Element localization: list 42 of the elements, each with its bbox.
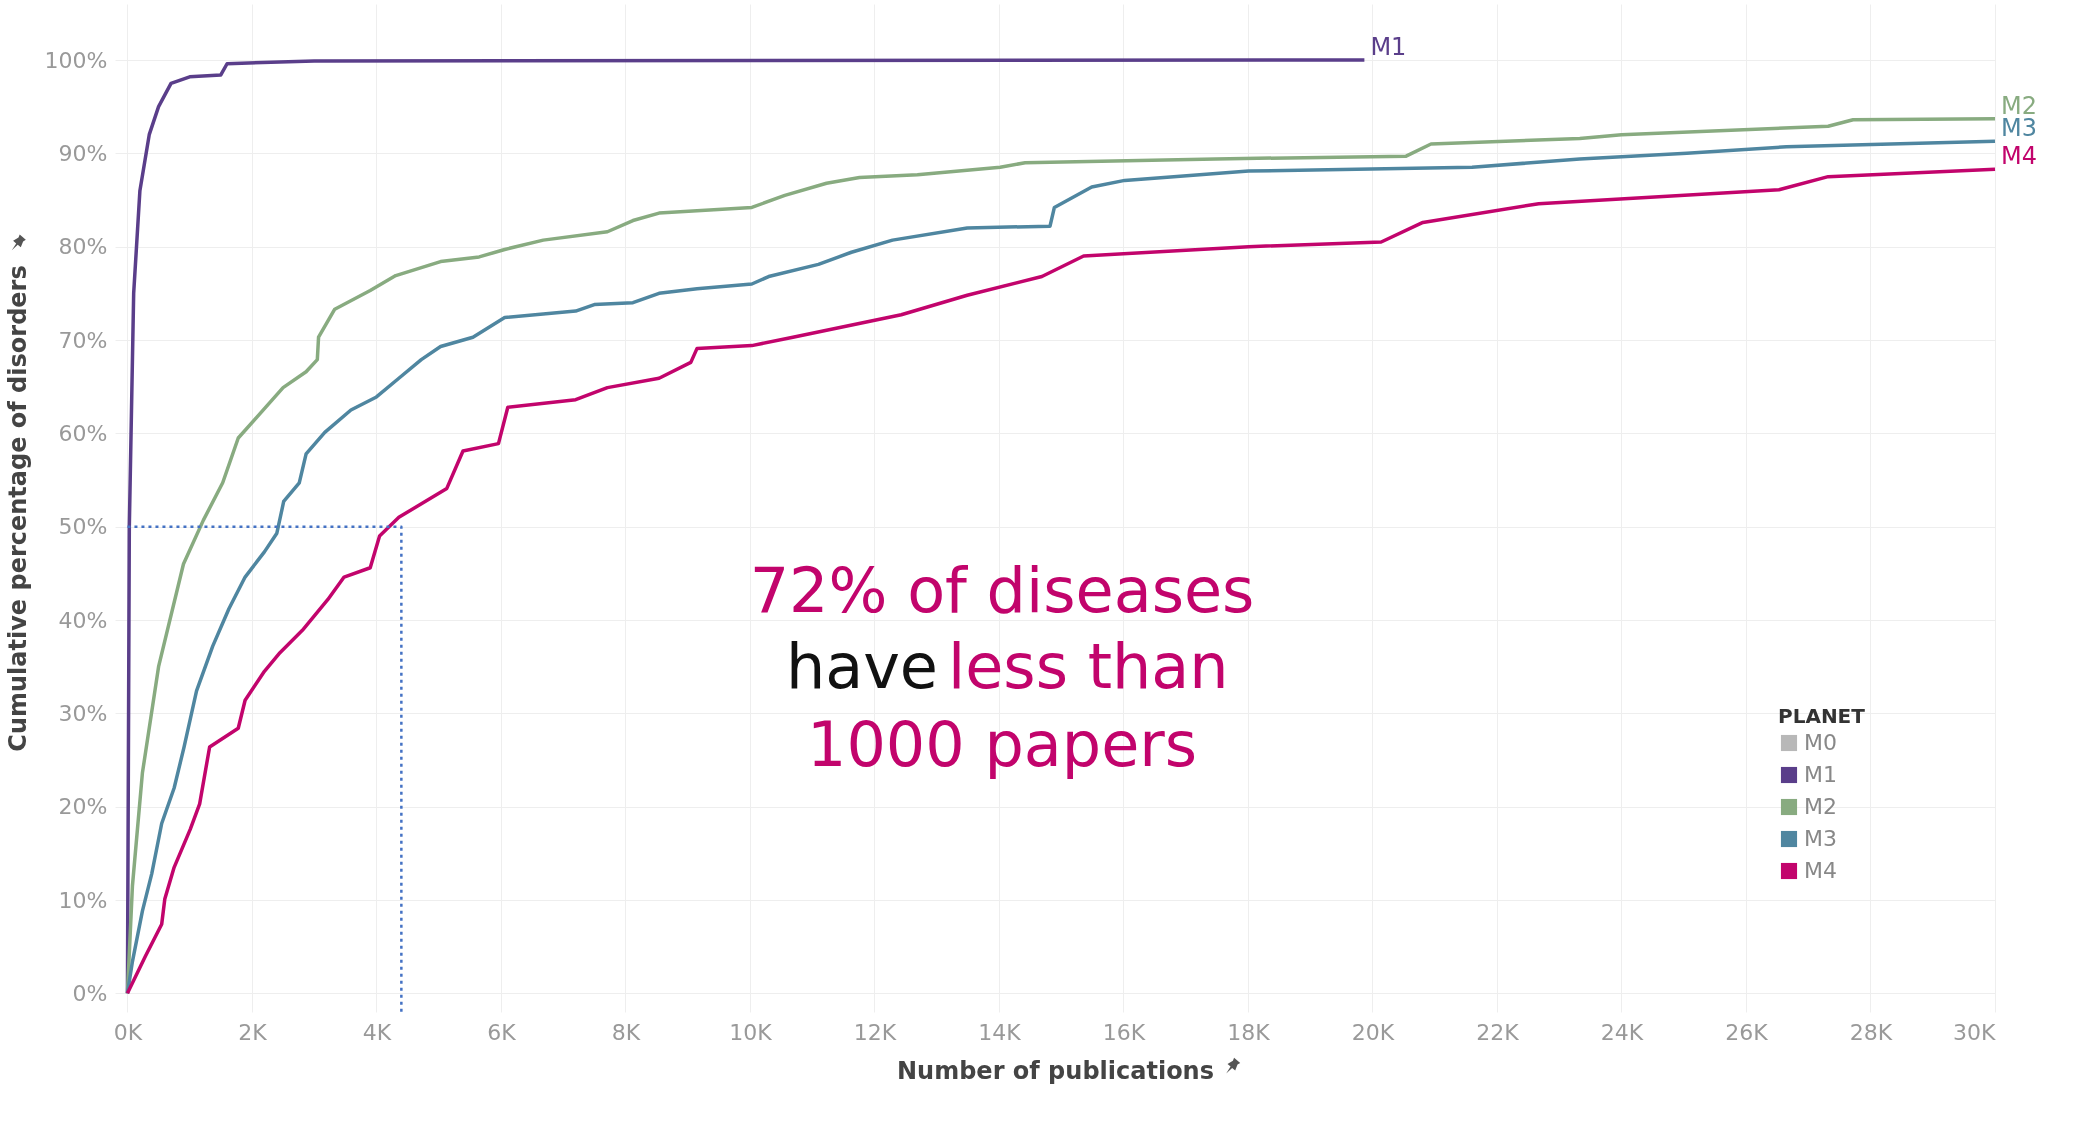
x-tick-label: 2K <box>238 1019 268 1045</box>
legend-label: M4 <box>1804 858 1837 883</box>
text: M1 <box>1370 33 1407 61</box>
x-axis-title: Number of publications <box>897 1056 1214 1085</box>
x-tick-label: 14K <box>978 1019 1022 1045</box>
x-tick-label: 28K <box>1849 1019 1893 1045</box>
legend-label: M3 <box>1804 826 1837 851</box>
x-tick-label: 10K <box>729 1019 773 1045</box>
y-tick-label: 60% <box>58 420 108 446</box>
x-tick-label: 20K <box>1351 1019 1395 1045</box>
legend-label: M1 <box>1804 762 1837 787</box>
x-tick-label: 0K <box>113 1019 143 1045</box>
x-tick-label: 4K <box>362 1019 392 1045</box>
annotation: 72% of diseases <box>749 554 1255 627</box>
x-tick-label: 24K <box>1600 1019 1644 1045</box>
x-tick-label: 18K <box>1227 1019 1271 1045</box>
x-tick-label: 12K <box>853 1019 897 1045</box>
legend-label: M0 <box>1804 730 1837 755</box>
text: M4 <box>2001 142 2037 171</box>
x-tick-label: 30K <box>1953 1019 1997 1045</box>
annotation: less than <box>948 630 1229 703</box>
x-tick-label: 6K <box>487 1019 517 1045</box>
y-tick-label: 90% <box>58 140 108 166</box>
x-tick-label: 16K <box>1102 1019 1146 1045</box>
x-tick-label: 26K <box>1725 1019 1769 1045</box>
legend-title: PLANET <box>1778 704 1866 728</box>
y-tick-label: 40% <box>58 607 108 633</box>
x-tick-label: 22K <box>1476 1019 1520 1045</box>
y-tick-label: 30% <box>58 700 108 726</box>
y-axis-title: Cumulative percentage of disorders <box>3 265 32 752</box>
legend-label: M2 <box>1804 794 1837 819</box>
y-tick-label: 20% <box>58 794 108 820</box>
annotation: have <box>785 630 938 703</box>
y-tick-label: 0% <box>72 980 108 1006</box>
text: M3 <box>2001 114 2037 143</box>
y-tick-label: 10% <box>58 887 108 913</box>
annotation: 1000 papers <box>806 708 1198 781</box>
y-tick-label: 50% <box>58 514 108 540</box>
y-tick-label: 70% <box>58 327 108 353</box>
x-tick-label: 8K <box>611 1019 641 1045</box>
y-tick-label: 100% <box>44 47 108 73</box>
y-tick-label: 80% <box>58 234 108 260</box>
